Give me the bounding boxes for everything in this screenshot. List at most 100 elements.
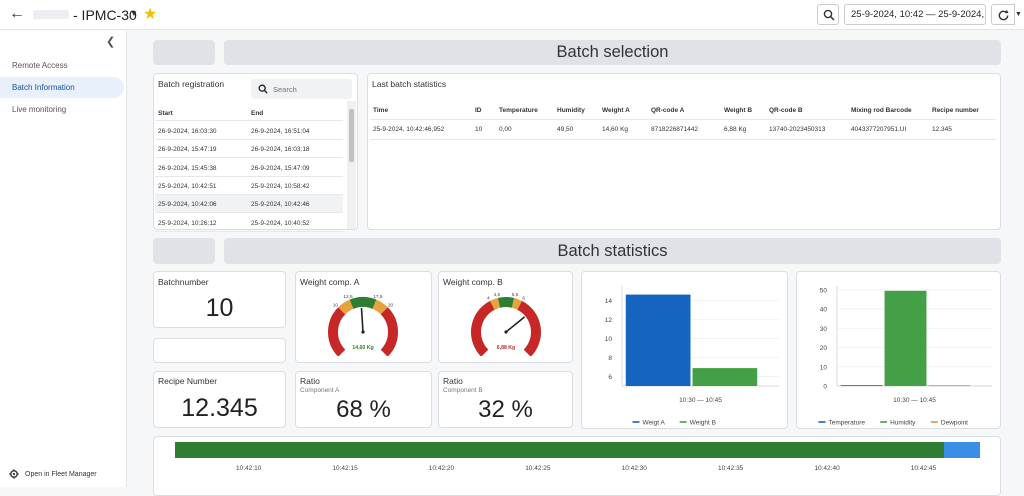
batchnumber-value: 10 — [205, 294, 234, 322]
bar[interactable] — [692, 368, 758, 386]
table-cell: 4043377207951,UI — [851, 126, 907, 133]
chevron-down-icon[interactable]: ▼ — [1015, 11, 1022, 18]
search-input[interactable] — [273, 83, 345, 95]
column-header: ID — [475, 107, 482, 114]
bar[interactable] — [928, 385, 971, 386]
gauge-band — [497, 297, 515, 308]
timeline-tick-label: 10:42:30 — [621, 465, 647, 472]
date-range-picker[interactable]: 25-9-2024, 10:42 — 25-9-2024, 10:42 — [844, 4, 986, 25]
sidebar-item-remote-access[interactable]: Remote Access — [12, 61, 68, 70]
gauge-tick-label: 20 — [388, 302, 394, 308]
gauge-tick-label: 4 — [487, 295, 490, 301]
column-header: Mixing rod Barcode — [851, 107, 912, 114]
gauge-needle — [360, 307, 364, 333]
search-button[interactable] — [817, 4, 839, 25]
column-header: Weight B — [724, 107, 753, 114]
gauge-hub — [361, 330, 365, 334]
recipe-label: Recipe Number — [158, 376, 218, 386]
batch-registration-title: Batch registration — [158, 79, 225, 89]
table-cell: 10 — [475, 126, 483, 133]
table-row[interactable]: 26-9-2024, 15:45:38 26-9-2024, 15:47:09 — [155, 159, 343, 177]
y-tick-label: 10 — [820, 364, 828, 371]
table-row[interactable]: 25-9-2024, 10:26:12 25-9-2024, 10:40:52 — [155, 214, 343, 232]
legend-label[interactable]: Humidity — [890, 420, 916, 427]
bar[interactable] — [884, 290, 927, 386]
weight-bar-chart: 6 8 10 12 14 10:30 — 10:45 Weigt A Weight B — [605, 286, 779, 427]
y-tick-label: 10 — [605, 336, 613, 343]
weight-b-gauge: 044,55,56106,88 Kg — [471, 292, 541, 356]
empty-card — [153, 338, 286, 363]
last-batch-title: Last batch statistics — [372, 79, 447, 89]
timeline-tick-label: 10:42:25 — [525, 465, 551, 472]
ratio-a-label: Ratio — [300, 376, 320, 386]
chevron-down-icon[interactable]: ▼ — [130, 9, 138, 18]
y-tick-label: 6 — [608, 374, 612, 381]
device-name-redacted — [33, 10, 69, 19]
refresh-icon — [998, 9, 1009, 21]
timeline-tick-label: 10:42:20 — [428, 465, 455, 472]
x-category-label: 10:30 — 10:45 — [893, 397, 936, 404]
timeline-tick-label: 10:42:35 — [718, 465, 744, 472]
gear-icon — [9, 469, 19, 479]
gauge-band — [372, 299, 388, 315]
y-tick-label: 8 — [608, 355, 612, 362]
start-cell: 26-9-2024, 15:47:19 — [158, 146, 217, 154]
batchnumber-card — [153, 271, 286, 328]
chevron-left-icon[interactable]: ❮ — [106, 36, 116, 48]
gauge-value-label: 14,60 Kg — [352, 345, 373, 351]
start-cell: 25-9-2024, 10:42:06 — [158, 201, 217, 209]
bar[interactable] — [625, 294, 691, 386]
timeline-segment[interactable] — [175, 442, 944, 458]
climate-bar-chart: 0 10 20 30 40 50 10:30 — 10:45 Temperature Humid… — [818, 286, 992, 427]
refresh-button[interactable] — [991, 4, 1015, 25]
table-cell: 12.345 — [932, 126, 952, 133]
sidebar-item-batch-information[interactable]: Batch Information — [0, 77, 124, 98]
gauge-band — [490, 297, 501, 310]
timeline-tick-label: 10:42:40 — [814, 465, 840, 472]
column-header: QR-code B — [769, 107, 803, 114]
weight-a-card — [295, 271, 432, 363]
gauge-band — [471, 300, 495, 356]
bar[interactable] — [840, 385, 883, 386]
table-cell: 49,50 — [557, 126, 574, 133]
end-cell: 26-9-2024, 15:47:09 — [251, 164, 310, 172]
table-row[interactable]: 26-9-2024, 15:47:19 26-9-2024, 16:03:18 — [155, 140, 343, 159]
legend-label[interactable]: Weight B — [690, 420, 716, 427]
gauge-band — [349, 297, 377, 310]
x-category-label: 10:30 — 10:45 — [679, 397, 722, 404]
search-field[interactable] — [251, 79, 352, 99]
column-header: QR-code A — [651, 107, 685, 114]
sidebar-item-live-monitoring[interactable]: Live monitoring — [12, 105, 67, 114]
scrollbar-thumb[interactable] — [349, 109, 354, 162]
column-header: Recipe number — [932, 107, 979, 114]
timeline-tick-label: 10:42:45 — [910, 465, 937, 472]
end-cell: 26-9-2024, 16:51:04 — [251, 128, 310, 135]
scrollbar[interactable] — [347, 101, 356, 229]
gauge-band — [328, 307, 346, 356]
timeline-segment[interactable] — [943, 442, 980, 458]
gauge-tick-label: 17,5 — [373, 294, 383, 300]
table-divider — [370, 139, 996, 140]
recipe-card — [153, 371, 286, 428]
gauge-tick-label: 10 — [333, 302, 339, 308]
arrow-left-icon[interactable]: ← — [9, 5, 25, 22]
table-cell: 6,88 Kg — [724, 126, 747, 133]
ratio-a-card — [295, 371, 432, 428]
legend-label[interactable]: Dewpoint — [941, 420, 968, 427]
weight-b-card — [438, 271, 573, 363]
ratio-b-card — [438, 371, 573, 428]
table-row[interactable]: 25-9-2024, 10:42:06 25-9-2024, 10:42:46 — [155, 195, 343, 214]
gauge-hub — [504, 330, 508, 334]
legend-label[interactable]: Weigt A — [643, 420, 666, 427]
app-title[interactable]: - IPMC-30 — [73, 7, 137, 23]
y-tick-label: 20 — [820, 345, 828, 352]
y-tick-label: 50 — [820, 287, 828, 294]
legend-label[interactable]: Temperature — [829, 420, 866, 427]
table-row[interactable]: 25-9-2024, 10:42:51 25-9-2024, 10:58:42 — [155, 177, 343, 195]
open-fleet-manager-link[interactable]: Open in Fleet Manager — [9, 469, 97, 479]
star-icon[interactable]: ★ — [143, 6, 158, 23]
last-batch-panel — [367, 73, 1001, 230]
table-cell: 13740-2023450313 — [769, 126, 826, 133]
table-row[interactable]: 26-9-2024, 16:03:30 26-9-2024, 16:51:04 — [155, 122, 343, 140]
ratio-b-label: Ratio — [443, 376, 463, 386]
